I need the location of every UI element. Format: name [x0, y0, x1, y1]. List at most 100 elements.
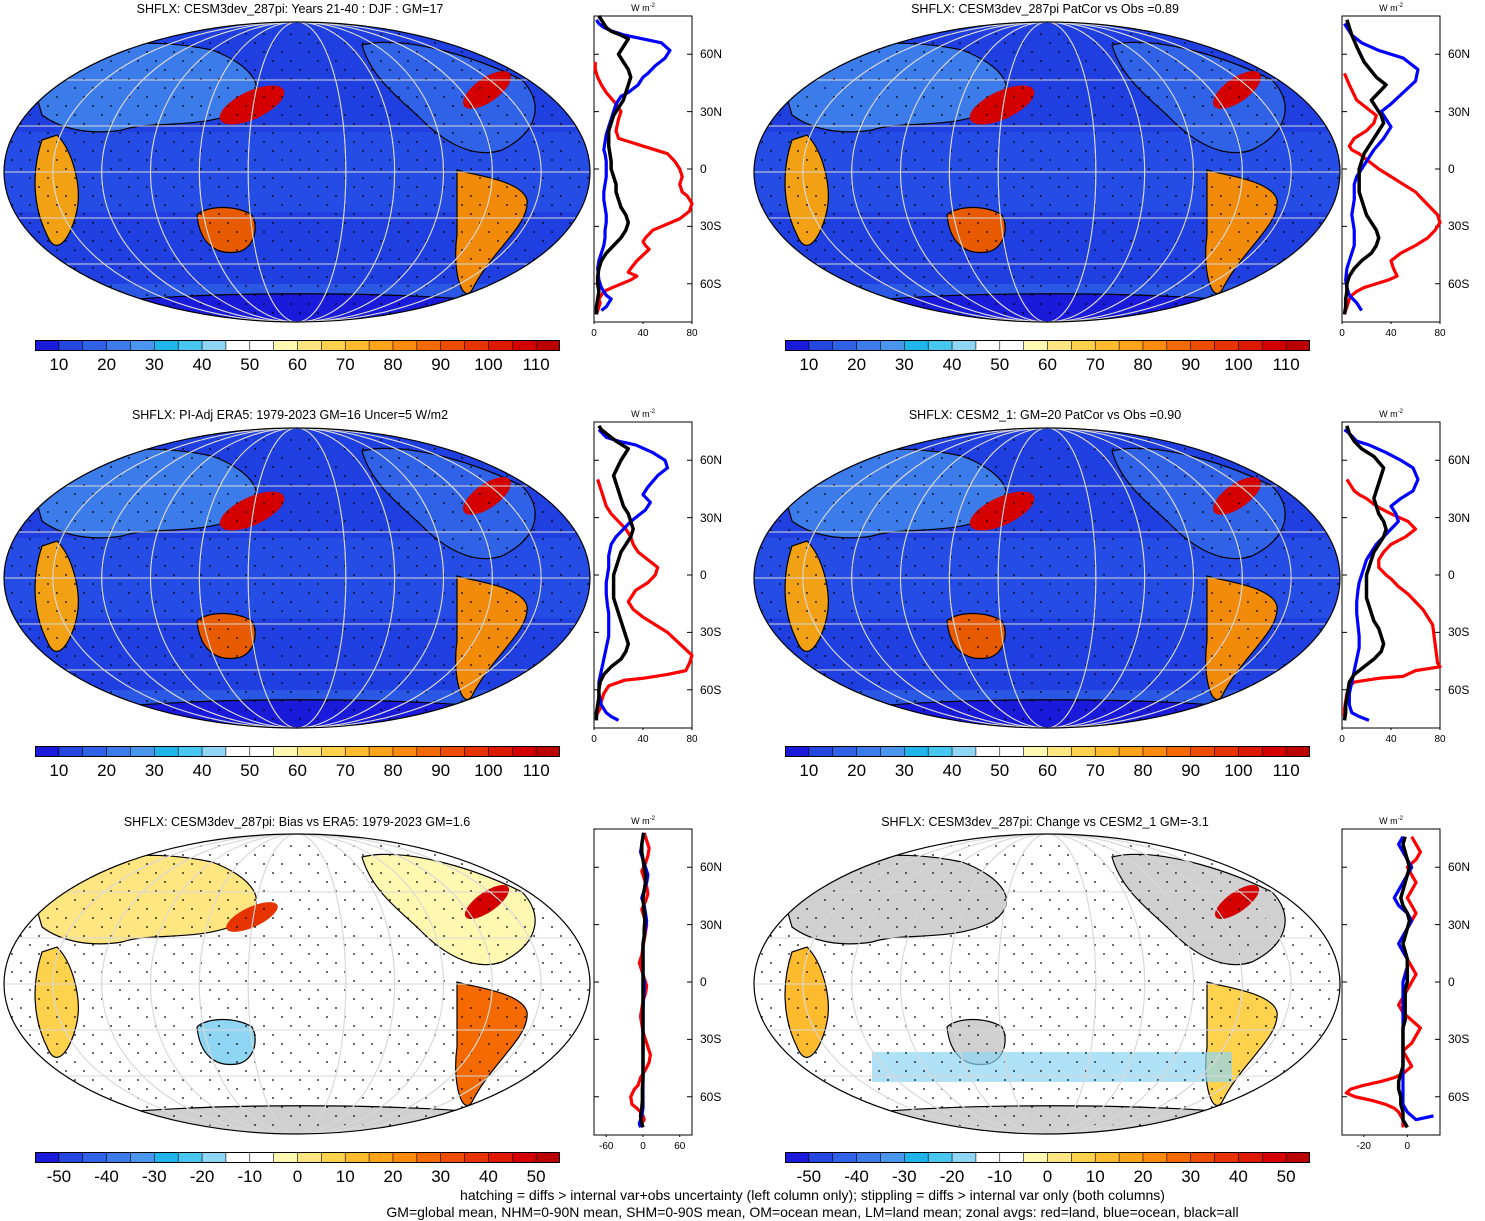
- colorbar-swatch: [1190, 746, 1216, 757]
- arctic-hotspot: [107, 436, 147, 452]
- colorbar-swatch: [106, 1152, 132, 1163]
- antarctica-anomaly: [49, 1105, 544, 1134]
- colorbar-swatch: [1190, 340, 1216, 351]
- colorbar-tick-label: 50: [1276, 1167, 1296, 1186]
- colorbar-tick-label: 90: [1181, 355, 1201, 374]
- colorbar-tick-label: 70: [1085, 355, 1105, 374]
- graticule: [754, 22, 1340, 322]
- colorbar-tick-label: 90: [1181, 761, 1201, 780]
- profile-lat-label: 60N: [1448, 860, 1471, 875]
- colorbar-tick-label: 40: [478, 1167, 498, 1186]
- profile-frame: [1341, 828, 1441, 1136]
- colorbar-tick-label: 100: [1224, 355, 1253, 374]
- colorbar-swatch: [856, 340, 882, 351]
- colorbar-swatch: [1166, 1152, 1192, 1163]
- colorbar-swatch: [1023, 340, 1049, 351]
- panel-title-change: SHFLX: CESM3dev_287pi: Change vs CESM2_1…: [881, 815, 1209, 829]
- stippling: [761, 33, 1339, 322]
- profile-lat-label: 30N: [1448, 104, 1471, 119]
- colorbar-row3-left: [35, 1152, 560, 1163]
- colorbar-tick-label: 50: [240, 761, 260, 780]
- continent-australia: [196, 612, 256, 660]
- north-america-anomaly: [361, 853, 536, 966]
- profile-lat-label: 0: [1448, 975, 1455, 989]
- arctic-hotspot: [857, 30, 897, 46]
- colorbar-frame: [785, 746, 1310, 757]
- colorbar-swatch: [1118, 746, 1144, 757]
- profile-unit-label: W m-2: [1379, 409, 1403, 419]
- series-line-all: [594, 424, 635, 721]
- profile-lat-label: 60S: [1448, 682, 1470, 697]
- colorbar-swatch: [440, 340, 466, 351]
- arctic-hotspot: [107, 30, 147, 46]
- colorbar-swatch: [1071, 746, 1097, 757]
- gulfstream-hotspot: [463, 477, 511, 515]
- footer-note-legend: GM=global mean, NHM=0-90N mean, SHM=0-90…: [386, 1204, 1239, 1220]
- profile-lat-label: 30N: [1448, 510, 1471, 525]
- profile-unit-label: W m-2: [631, 3, 655, 13]
- profile-lat-label: 60N: [700, 47, 723, 62]
- continent-south-america: [1205, 575, 1278, 701]
- colorbar-frame: [35, 746, 560, 757]
- colorbar-swatch: [535, 1152, 560, 1163]
- colorbar-swatch: [511, 1152, 537, 1163]
- colorbar-swatch: [82, 1152, 108, 1163]
- colorbar-swatch: [1166, 746, 1192, 757]
- australia-anomaly: [196, 1018, 256, 1066]
- colorbar-swatch: [154, 746, 179, 757]
- graticule: [4, 428, 590, 728]
- colorbar-swatch: [975, 340, 1001, 351]
- colorbar-swatch: [904, 746, 929, 757]
- colorbar-swatch: [58, 340, 84, 351]
- map-outline: [753, 833, 1341, 1135]
- colorbar-swatch: [368, 746, 394, 757]
- colorbar-swatch: [1047, 340, 1073, 351]
- colorbar-swatch: [1071, 1152, 1097, 1163]
- colorbar-swatch: [785, 340, 810, 351]
- profile-unit-label: W m-2: [631, 816, 655, 826]
- continent-north-america: [361, 447, 536, 560]
- colorbar-swatch: [999, 746, 1025, 757]
- colorbar-swatch: [130, 340, 156, 351]
- colorbar-swatch: [856, 746, 882, 757]
- colorbar-swatch: [225, 1152, 251, 1163]
- colorbar-tick-label: 0: [1042, 1167, 1053, 1186]
- kuroshio-hotspot: [219, 85, 285, 125]
- south-america-anomaly: [455, 981, 528, 1106]
- colorbar-tick-label: 50: [990, 761, 1010, 780]
- colorbar-swatch: [1094, 746, 1120, 757]
- colorbar-tick-label: 110: [522, 355, 550, 374]
- colorbar-swatch: [1094, 1152, 1120, 1163]
- colorbar-frame: [785, 1152, 1310, 1163]
- profile-x-tick-label: 40: [637, 328, 649, 339]
- map-change: [753, 833, 1341, 1135]
- colorbar-tick-label: 40: [942, 355, 962, 374]
- colorbar-swatch: [273, 340, 299, 351]
- zonal-profile-model-djf: [593, 15, 694, 324]
- zonal-profile-change: [1341, 828, 1441, 1137]
- colorbar-swatch: [1118, 1152, 1144, 1163]
- series-line-ocean: [595, 18, 672, 312]
- colorbar-swatch: [225, 340, 251, 351]
- profile-x-tick-label: 80: [1434, 328, 1446, 339]
- colorbar-swatch: [1285, 1152, 1310, 1163]
- colorbar-swatch: [927, 1152, 953, 1163]
- colorbar-swatch: [1023, 1152, 1049, 1163]
- colorbar-swatch: [1261, 340, 1287, 351]
- colorbar-swatch: [1190, 1152, 1216, 1163]
- colorbar-swatch: [880, 746, 906, 757]
- colorbar-tick-label: -10: [237, 1167, 263, 1186]
- map-era5: [3, 427, 591, 729]
- series-line-land: [1342, 478, 1442, 717]
- colorbar-swatch: [832, 1152, 858, 1163]
- colorbar-swatch: [975, 1152, 1001, 1163]
- profile-x-tick-label: -20: [1356, 1141, 1371, 1152]
- gulfstream-hotspot: [1213, 71, 1261, 109]
- colorbar-swatch: [927, 340, 953, 351]
- profile-x-tick-label: 0: [1339, 328, 1345, 339]
- colorbar-swatch: [488, 746, 514, 757]
- colorbar-swatch: [130, 1152, 156, 1163]
- colorbar-tick-label: 30: [894, 355, 914, 374]
- colorbar-swatch: [130, 746, 156, 757]
- colorbar-swatch: [1261, 746, 1287, 757]
